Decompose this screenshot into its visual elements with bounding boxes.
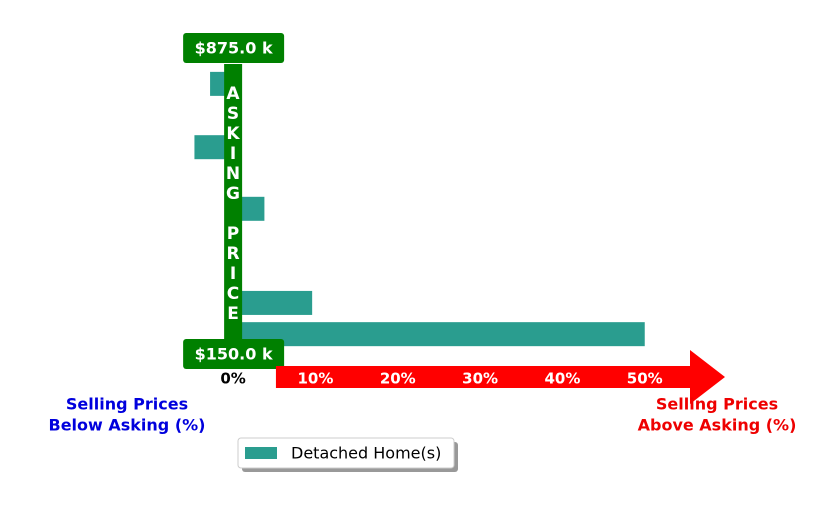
x-tick-label: 20% — [380, 370, 416, 388]
legend-box — [237, 437, 455, 469]
x-tick-label: 40% — [544, 370, 580, 388]
x-tick-label: 50% — [627, 370, 663, 388]
left-label: Selling Prices — [66, 395, 188, 414]
left-label: Below Asking (%) — [49, 416, 206, 435]
above-asking-arrow — [275, 350, 725, 404]
bar — [233, 322, 645, 347]
price-axis — [224, 64, 243, 340]
price-label-box — [183, 33, 285, 63]
axis-label: ASKING PRICE — [223, 84, 243, 324]
y-tick-label: $875.0 k — [195, 39, 273, 58]
right-label: Above Asking (%) — [638, 416, 797, 435]
legend-label: Detached Home(s) — [291, 444, 441, 463]
x-tick-label: 10% — [297, 370, 333, 388]
price-label-box — [183, 339, 285, 369]
x-tick-label: 0% — [220, 370, 245, 388]
legend: Detached Home(s) — [237, 437, 458, 472]
right-label: Selling Prices — [656, 395, 778, 414]
x-tick-label: 30% — [462, 370, 498, 388]
legend-swatch — [245, 447, 277, 459]
y-tick-label: $150.0 k — [195, 345, 273, 364]
bar — [233, 290, 313, 315]
